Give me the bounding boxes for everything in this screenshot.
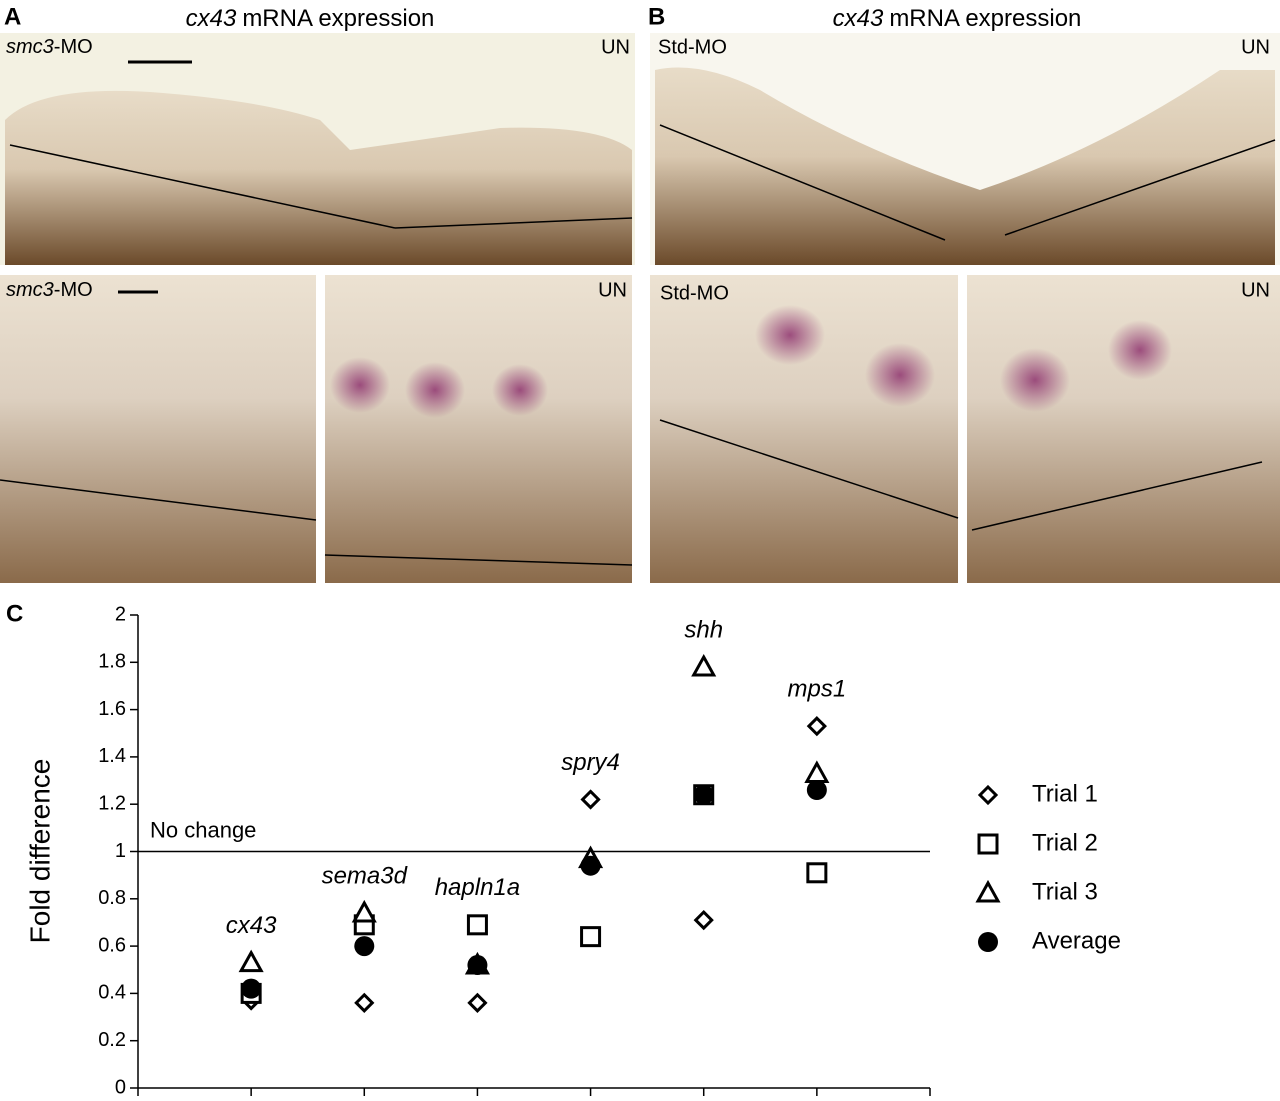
point [806, 862, 828, 884]
y-tick-label: 0.2 [98, 1029, 126, 1051]
point [806, 716, 827, 737]
point [351, 899, 377, 923]
stain [865, 343, 935, 407]
legend-label: Trial 2 [1032, 829, 1098, 856]
category-label: cx43 [226, 912, 277, 939]
point [354, 992, 375, 1013]
image-label: UN [601, 36, 630, 58]
y-tick-label: 1.2 [98, 792, 126, 814]
stain [1000, 348, 1070, 412]
y-axis-title: Fold difference [24, 759, 55, 944]
panel-label: B [648, 3, 665, 30]
point [580, 789, 601, 810]
point [691, 653, 717, 677]
stain [492, 364, 548, 416]
y-tick-label: 1 [115, 840, 126, 862]
y-tick-label: 1.4 [98, 745, 126, 767]
amputation-line [9, 144, 396, 229]
amputation-line [1004, 139, 1276, 236]
y-tick-label: 0.4 [98, 982, 126, 1004]
point [467, 955, 488, 976]
legend-marker [977, 833, 999, 855]
y-tick-label: 0 [115, 1076, 126, 1098]
point [804, 760, 830, 783]
image-label: UN [1241, 36, 1270, 58]
stain [755, 305, 825, 365]
y-tick-label: 1.8 [98, 651, 126, 673]
category-label: spry4 [561, 749, 620, 776]
legend-label: Average [1032, 927, 1121, 954]
y-tick-label: 0.8 [98, 887, 126, 909]
photo [0, 275, 316, 583]
panel-title: cx43 mRNA expression [186, 5, 435, 32]
amputation-line [394, 217, 633, 229]
point [466, 914, 488, 936]
panel-title: cx43 mRNA expression [833, 5, 1082, 32]
point [241, 978, 262, 999]
point [580, 855, 601, 876]
legend-label: Trial 1 [1032, 780, 1098, 807]
image-label: Std-MO [658, 36, 727, 58]
stain [330, 357, 390, 413]
stain [1108, 320, 1172, 380]
legend-marker [975, 879, 1001, 903]
point [238, 949, 264, 973]
y-tick-label: 1.6 [98, 698, 126, 720]
tissue [5, 90, 632, 265]
panel-label: C [6, 600, 23, 627]
photo [325, 275, 632, 583]
category-label: mps1 [788, 675, 847, 702]
category-label: sema3d [322, 862, 408, 889]
panel-label: A [4, 3, 21, 30]
point [806, 780, 827, 801]
reference-label: No change [150, 817, 256, 842]
image-label: smc3-MO [6, 279, 93, 301]
point [354, 936, 375, 957]
category-label: shh [684, 616, 723, 643]
amputation-line [0, 479, 317, 521]
y-tick-label: 2 [115, 603, 126, 625]
image-label: UN [1241, 279, 1270, 301]
category-label: hapln1a [435, 874, 520, 901]
amputation-line [659, 419, 959, 519]
y-tick-label: 0.6 [98, 934, 126, 956]
amputation-line [659, 124, 946, 241]
point [693, 784, 714, 805]
image-label: smc3-MO [6, 36, 93, 58]
stain [405, 362, 465, 418]
legend-label: Trial 3 [1032, 878, 1098, 905]
image-label: UN [598, 279, 627, 301]
photo [967, 275, 1280, 583]
point [580, 926, 602, 948]
amputation-line [971, 461, 1263, 531]
point [693, 909, 714, 931]
point [467, 992, 488, 1013]
image-label: Std-MO [660, 282, 729, 304]
legend-marker [978, 932, 998, 952]
tissue [655, 67, 1275, 265]
photos [0, 33, 1280, 583]
legend-marker [977, 784, 999, 806]
amputation-line [324, 554, 633, 566]
